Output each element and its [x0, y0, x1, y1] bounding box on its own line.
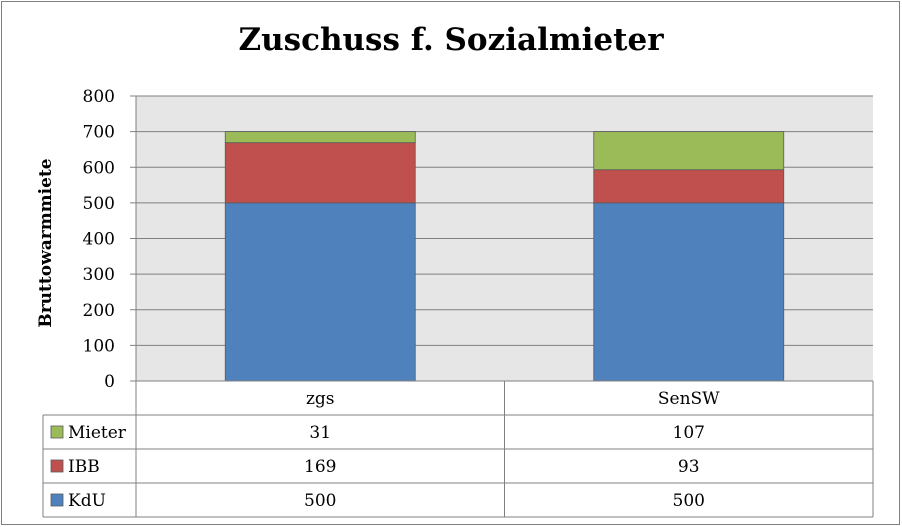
data-label-ibb-zgs: 169 [304, 457, 336, 477]
x-tick-label: zgs [306, 389, 335, 409]
y-tick-label: 0 [104, 372, 115, 392]
y-tick-label: 700 [83, 123, 115, 143]
legend-label-mieter: Mieter [68, 423, 127, 443]
data-label-kdu-zgs: 500 [304, 491, 336, 511]
y-tick-label: 200 [83, 301, 115, 321]
x-tick-label: SenSW [658, 389, 720, 409]
legend-key-kdu [50, 493, 64, 507]
data-label-mieter-zgs: 31 [309, 423, 331, 443]
y-tick-label: 800 [83, 87, 115, 107]
bar-kdu-sensw [593, 202, 785, 382]
data-label-ibb-sensw: 93 [678, 457, 700, 477]
legend-label-ibb: IBB [68, 457, 100, 477]
bar-mieter-zgs [224, 131, 416, 144]
bar-ibb-sensw [593, 169, 785, 204]
bar-kdu-zgs [224, 202, 416, 382]
y-tick-label: 100 [83, 336, 115, 356]
chart-title: Zuschuss f. Sozialmieter [238, 22, 664, 58]
y-tick-label: 400 [83, 230, 115, 250]
data-label-mieter-sensw: 107 [673, 423, 705, 443]
bar-ibb-zgs [224, 142, 416, 204]
legend-key-ibb [50, 459, 64, 473]
data-label-kdu-sensw: 500 [673, 491, 705, 511]
bar-mieter-sensw [593, 131, 785, 171]
y-tick-label: 300 [83, 265, 115, 285]
legend-label-kdu: KdU [68, 491, 106, 511]
legend-key-mieter [50, 425, 64, 439]
y-tick-label: 600 [83, 158, 115, 178]
y-tick-label: 500 [83, 194, 115, 214]
